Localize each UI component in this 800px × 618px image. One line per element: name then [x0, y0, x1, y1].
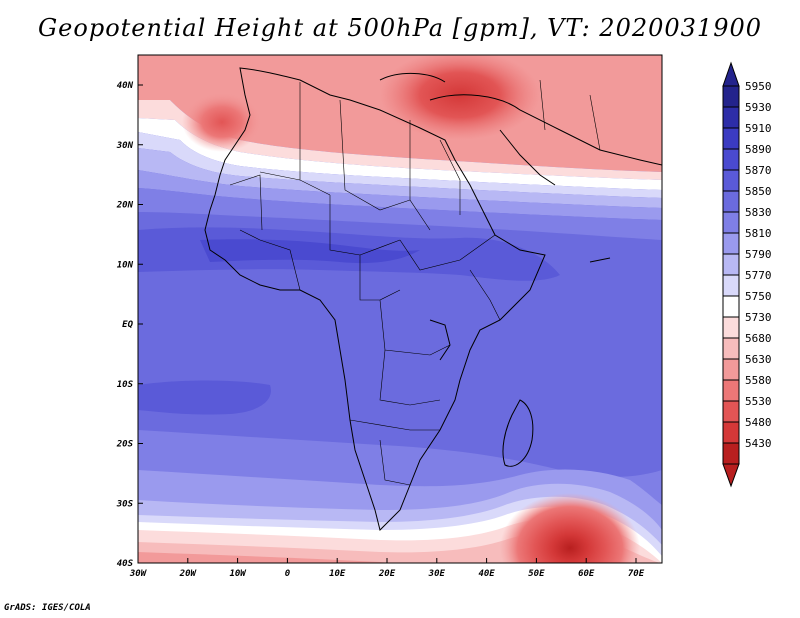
colorbar-label: 5850 — [745, 185, 772, 198]
lat-tick-label: 40S — [117, 559, 134, 569]
lon-tick-label: 10E — [329, 569, 346, 579]
colorbar-swatch — [722, 211, 740, 234]
lat-tick-label: 20N — [116, 201, 134, 211]
colorbar-label: 5930 — [745, 101, 772, 114]
colorbar-swatch — [722, 400, 740, 423]
colorbar-label: 5890 — [745, 143, 772, 156]
lon-tick-label: 50E — [528, 569, 545, 579]
lon-tick-label: 40E — [478, 569, 495, 579]
country-borders — [229, 79, 601, 486]
colorbar-top-arrow — [722, 61, 740, 87]
colorbar-bottom-arrow — [722, 463, 740, 488]
colorbar-label: 5680 — [745, 332, 772, 345]
colorbar-label: 5770 — [745, 269, 772, 282]
colorbar-label: 5750 — [745, 290, 772, 303]
longitude-axis: 30W 20W 10W 0 10E 20E 30E 40E 50E 60E 70E — [129, 558, 645, 579]
latitude-axis: 40N 30N 20N 10N EQ 10S 20S 30S 40S — [116, 81, 143, 569]
colorbar-label: 5870 — [745, 164, 772, 177]
lon-tick-label: 60E — [578, 569, 595, 579]
height-field — [138, 55, 662, 563]
colorbar-swatch — [722, 106, 740, 129]
colorbar-label: 5950 — [745, 80, 772, 93]
colorbar: 5950 5930 5910 5890 5870 5850 5830 5810 5790 5770… — [722, 61, 772, 488]
lat-tick-label: 30N — [116, 141, 134, 151]
lat-tick-label: 30S — [116, 499, 134, 509]
colorbar-swatch — [722, 127, 740, 150]
coastlines — [204, 67, 662, 531]
colorbar-swatch — [722, 148, 740, 171]
colorbar-swatch — [722, 253, 740, 276]
lon-tick-label: 70E — [628, 569, 645, 579]
lat-tick-label: 10S — [117, 380, 134, 390]
colorbar-swatch — [722, 295, 740, 318]
colorbar-swatch — [722, 85, 740, 108]
colorbar-label: 5630 — [745, 353, 772, 366]
lon-tick-label: 20W — [179, 569, 198, 579]
plot-frame — [137, 54, 663, 564]
colorbar-label: 5530 — [745, 395, 772, 408]
colorbar-label: 5910 — [745, 122, 772, 135]
grads-credit: GrADS: IGES/COLA — [4, 603, 91, 613]
colorbar-label: 5810 — [745, 227, 772, 240]
colorbar-swatch — [722, 358, 740, 381]
colorbar-label: 5790 — [745, 248, 772, 261]
lon-tick-label: 0 — [285, 569, 291, 579]
lon-tick-label: 30E — [428, 569, 446, 579]
lat-tick-label: 20S — [116, 440, 134, 450]
map-title: Geopotential Height at 500hPa [gpm], VT:… — [38, 14, 762, 42]
lat-tick-label: 40N — [117, 81, 134, 91]
colorbar-label: 5580 — [745, 374, 772, 387]
colorbar-swatch — [722, 337, 740, 360]
colorbar-label: 5430 — [745, 437, 772, 450]
lat-tick-label: EQ — [122, 320, 133, 330]
colorbar-swatch — [722, 190, 740, 213]
colorbar-swatch — [722, 379, 740, 402]
lat-tick-label: 10N — [117, 260, 134, 270]
lon-tick-label: 10W — [229, 569, 247, 579]
colorbar-label: 5830 — [745, 206, 772, 219]
colorbar-swatch — [722, 232, 740, 255]
lon-tick-label: 20E — [378, 569, 396, 579]
colorbar-label: 5480 — [745, 416, 772, 429]
colorbar-label: 5730 — [745, 311, 772, 324]
colorbar-swatch — [722, 316, 740, 339]
colorbar-swatch — [722, 169, 740, 192]
colorbar-swatch — [722, 421, 740, 444]
lon-tick-label: 30W — [129, 569, 148, 579]
colorbar-swatch — [722, 442, 740, 465]
colorbar-swatch — [722, 274, 740, 297]
